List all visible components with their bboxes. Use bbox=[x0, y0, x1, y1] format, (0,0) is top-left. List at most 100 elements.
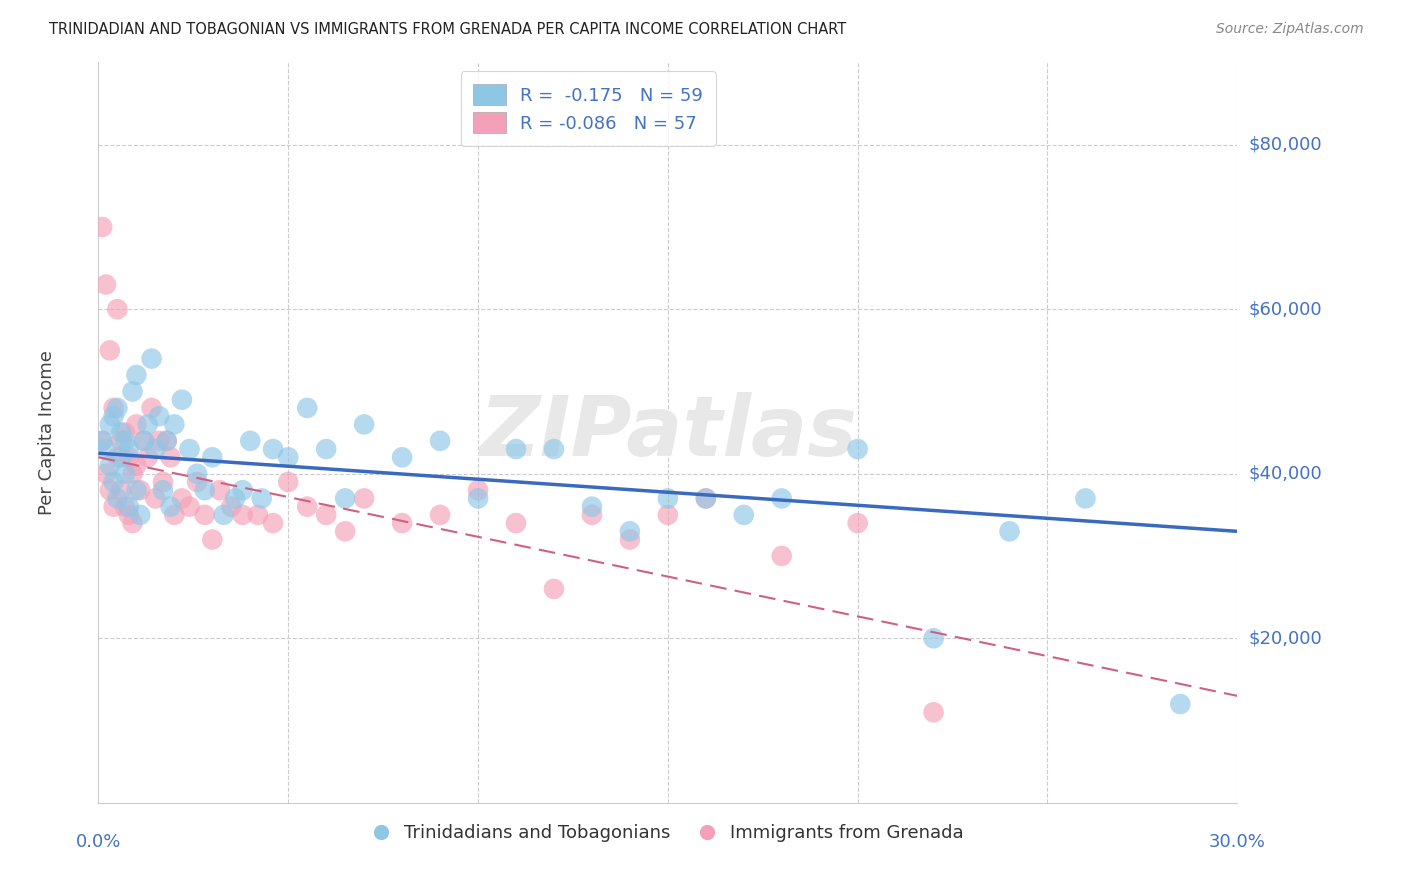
Point bbox=[163, 508, 186, 522]
Point bbox=[94, 442, 117, 456]
Point bbox=[94, 467, 117, 481]
Point bbox=[136, 450, 159, 465]
Point bbox=[315, 508, 337, 522]
Text: Source: ZipAtlas.com: Source: ZipAtlas.com bbox=[1216, 22, 1364, 37]
Point bbox=[145, 442, 167, 456]
Point bbox=[152, 483, 174, 498]
Text: $60,000: $60,000 bbox=[1249, 301, 1322, 318]
Point bbox=[186, 475, 208, 489]
Point bbox=[114, 425, 136, 440]
Point bbox=[657, 491, 679, 506]
Point bbox=[201, 450, 224, 465]
Point bbox=[132, 434, 155, 448]
Point bbox=[581, 508, 603, 522]
Point bbox=[118, 450, 141, 465]
Point bbox=[121, 516, 143, 530]
Point bbox=[246, 508, 269, 522]
Point bbox=[543, 582, 565, 596]
Point bbox=[103, 401, 125, 415]
Point bbox=[262, 516, 284, 530]
Point bbox=[353, 491, 375, 506]
Point bbox=[125, 483, 148, 498]
Point bbox=[250, 491, 273, 506]
Point bbox=[98, 417, 121, 432]
Point bbox=[107, 491, 129, 506]
Point bbox=[186, 467, 208, 481]
Point bbox=[232, 508, 254, 522]
Point bbox=[125, 417, 148, 432]
Point bbox=[118, 500, 141, 514]
Text: Per Capita Income: Per Capita Income bbox=[38, 351, 56, 515]
Text: ZIPatlas: ZIPatlas bbox=[479, 392, 856, 473]
Point bbox=[224, 491, 246, 506]
Point bbox=[429, 434, 451, 448]
Point bbox=[110, 425, 132, 440]
Point bbox=[125, 368, 148, 382]
Point bbox=[103, 475, 125, 489]
Point bbox=[91, 434, 114, 448]
Point bbox=[156, 434, 179, 448]
Point bbox=[1170, 697, 1192, 711]
Point bbox=[232, 483, 254, 498]
Point bbox=[118, 508, 141, 522]
Text: 0.0%: 0.0% bbox=[76, 833, 121, 851]
Point bbox=[846, 442, 869, 456]
Text: $80,000: $80,000 bbox=[1249, 136, 1322, 153]
Point bbox=[110, 483, 132, 498]
Point bbox=[121, 384, 143, 399]
Point bbox=[277, 450, 299, 465]
Point bbox=[467, 491, 489, 506]
Point bbox=[98, 458, 121, 473]
Point bbox=[148, 434, 170, 448]
Point bbox=[770, 549, 793, 563]
Point bbox=[98, 483, 121, 498]
Point bbox=[103, 500, 125, 514]
Point bbox=[429, 508, 451, 522]
Point bbox=[129, 483, 152, 498]
Point bbox=[98, 343, 121, 358]
Point bbox=[391, 516, 413, 530]
Point bbox=[315, 442, 337, 456]
Point bbox=[335, 524, 357, 539]
Point bbox=[148, 409, 170, 424]
Point bbox=[212, 508, 235, 522]
Point bbox=[91, 219, 114, 234]
Point bbox=[998, 524, 1021, 539]
Point bbox=[201, 533, 224, 547]
Point bbox=[619, 524, 641, 539]
Point bbox=[129, 508, 152, 522]
Point bbox=[94, 277, 117, 292]
Point bbox=[159, 500, 181, 514]
Text: 30.0%: 30.0% bbox=[1209, 833, 1265, 851]
Point bbox=[335, 491, 357, 506]
Point bbox=[733, 508, 755, 522]
Point bbox=[543, 442, 565, 456]
Point bbox=[581, 500, 603, 514]
Point bbox=[619, 533, 641, 547]
Point bbox=[194, 483, 217, 498]
Point bbox=[114, 467, 136, 481]
Point bbox=[156, 434, 179, 448]
Text: $40,000: $40,000 bbox=[1249, 465, 1322, 483]
Point bbox=[770, 491, 793, 506]
Point bbox=[277, 475, 299, 489]
Point bbox=[194, 508, 217, 522]
Point bbox=[114, 434, 136, 448]
Point bbox=[1074, 491, 1097, 506]
Point bbox=[152, 475, 174, 489]
Point bbox=[132, 434, 155, 448]
Point bbox=[239, 434, 262, 448]
Point bbox=[297, 401, 319, 415]
Text: $20,000: $20,000 bbox=[1249, 629, 1322, 648]
Point bbox=[145, 491, 167, 506]
Legend: Trinidadians and Tobagonians, Immigrants from Grenada: Trinidadians and Tobagonians, Immigrants… bbox=[364, 817, 972, 849]
Point bbox=[353, 417, 375, 432]
Point bbox=[114, 500, 136, 514]
Point bbox=[141, 401, 163, 415]
Point bbox=[118, 442, 141, 456]
Point bbox=[170, 491, 193, 506]
Point bbox=[221, 500, 243, 514]
Point bbox=[262, 442, 284, 456]
Point bbox=[695, 491, 717, 506]
Point bbox=[159, 450, 181, 465]
